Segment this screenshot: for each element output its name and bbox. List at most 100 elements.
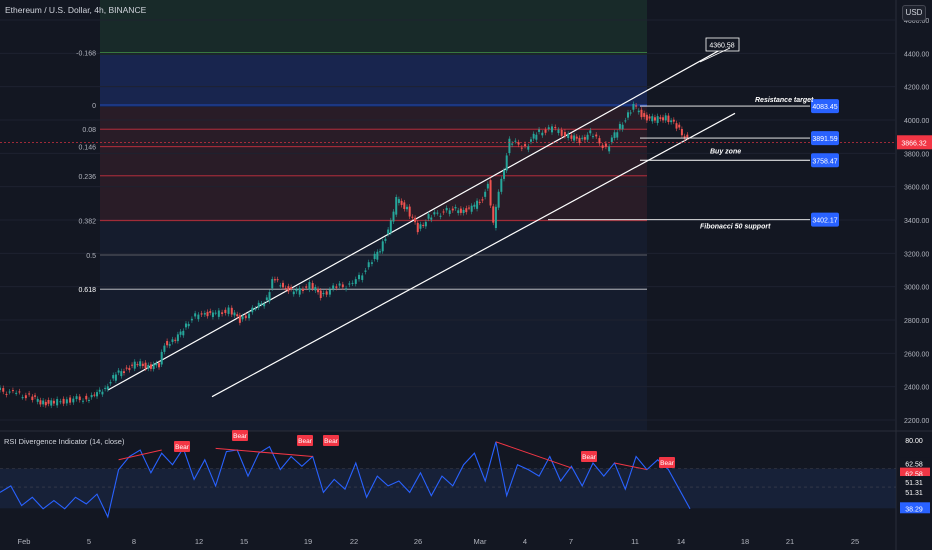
candle-body <box>265 297 268 300</box>
candle-body <box>338 283 341 286</box>
candle-body <box>492 206 495 223</box>
candle-body <box>635 105 638 107</box>
fib-level-label: 0.5 <box>86 253 96 260</box>
candle-body <box>78 396 81 401</box>
candle-body <box>470 205 473 212</box>
rsi-axis-badge <box>900 502 930 514</box>
candle-body <box>2 388 5 392</box>
bear-signal-box <box>297 435 313 446</box>
candle-body <box>520 147 523 149</box>
candle-body <box>224 309 227 313</box>
x-tick-label: 11 <box>631 537 639 546</box>
candle-body <box>505 155 508 171</box>
candle-body <box>433 212 436 215</box>
price-tag-label: 3891.59 <box>812 136 837 143</box>
candle-body <box>629 112 632 114</box>
candle-body <box>236 314 239 317</box>
candle-body <box>136 364 139 366</box>
fib-level-label: -0.168 <box>76 51 96 58</box>
candle-body <box>101 391 104 395</box>
rsi-axis-badge <box>900 486 930 498</box>
candle-body <box>96 392 99 397</box>
candle-body <box>575 136 578 139</box>
candle-body <box>117 370 120 373</box>
candle-body <box>214 312 217 314</box>
candle-body <box>106 386 109 390</box>
candle-body <box>379 251 382 253</box>
candle-body <box>376 251 379 260</box>
rsi-band <box>0 468 896 509</box>
bear-signal-box <box>323 435 339 446</box>
candle-body <box>50 400 53 406</box>
candle-body <box>667 115 670 123</box>
candle-body <box>182 330 185 336</box>
candle-body <box>62 398 65 404</box>
x-tick-label: 7 <box>569 537 573 546</box>
candle-body <box>411 216 414 218</box>
candle-body <box>430 217 433 220</box>
candle-body <box>473 204 476 207</box>
fib-level-label: 0.618 <box>78 287 96 294</box>
candle-body <box>541 132 544 136</box>
y-tick-label: 3600.00 <box>904 185 929 192</box>
x-tick-label: 12 <box>195 537 203 546</box>
currency-button[interactable]: USD <box>902 5 926 21</box>
bear-signal-label: Bear <box>175 444 190 451</box>
candle-body <box>345 288 348 290</box>
candle-body <box>184 323 187 328</box>
candle-body <box>257 302 260 308</box>
candle-body <box>358 274 361 280</box>
candle-body <box>28 393 31 395</box>
candle-body <box>292 291 295 295</box>
candle-body <box>44 401 47 406</box>
candle-body <box>98 389 101 392</box>
candle-body <box>527 146 530 150</box>
candle-body <box>678 124 681 128</box>
candle-body <box>454 207 457 209</box>
x-tick-label: 21 <box>786 537 794 546</box>
candle-body <box>544 129 547 133</box>
candle-body <box>308 282 311 290</box>
candle-body <box>241 316 244 320</box>
candle-body <box>238 315 241 323</box>
bear-signal-label: Bear <box>324 438 339 445</box>
candle-body <box>311 283 314 289</box>
fib-zone-green <box>100 0 647 55</box>
candle-body <box>227 307 230 314</box>
candle-body <box>570 135 573 139</box>
bear-signal-label: Bear <box>660 460 675 467</box>
candle-body <box>248 313 251 319</box>
fib-zone-red <box>100 107 647 222</box>
candle-body <box>662 117 665 121</box>
candle-body <box>112 375 115 379</box>
x-tick-label: 18 <box>741 537 749 546</box>
candle-body <box>125 367 128 369</box>
candle-body <box>361 275 364 280</box>
y-tick-label: 3200.00 <box>904 251 929 258</box>
candle-body <box>263 303 266 307</box>
candle-body <box>335 286 338 288</box>
candle-body <box>268 292 271 302</box>
divergence-line <box>215 447 313 457</box>
candle-body <box>282 282 285 288</box>
candle-body <box>36 398 39 402</box>
candle-body <box>187 323 190 327</box>
channel-upper <box>107 41 736 391</box>
candle-body <box>419 224 422 229</box>
candle-body <box>190 318 193 321</box>
y-tick-label: 3800.00 <box>904 151 929 158</box>
candle-body <box>305 286 308 288</box>
rsi-axis-label: 62.58 <box>905 472 923 479</box>
candle-body <box>279 285 282 287</box>
candle-body <box>133 361 136 369</box>
candle-body <box>651 116 654 122</box>
candle-body <box>618 123 621 129</box>
candle-body <box>408 206 411 217</box>
candle-body <box>598 138 601 144</box>
candle-body <box>686 134 689 138</box>
candle-body <box>149 364 152 369</box>
x-tick-label: 8 <box>132 537 136 546</box>
candle-body <box>317 289 320 293</box>
divergence-line <box>614 462 647 471</box>
candle-body <box>290 287 293 290</box>
